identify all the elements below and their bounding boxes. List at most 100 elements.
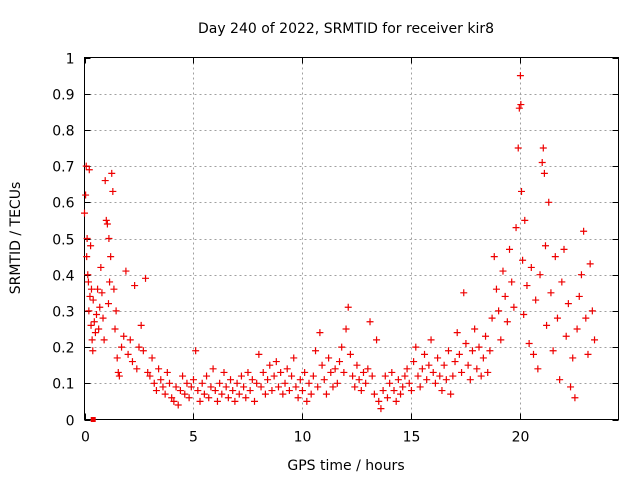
data-point (159, 383, 167, 391)
data-point (591, 336, 599, 344)
data-point (370, 390, 378, 398)
data-point (292, 383, 300, 391)
data-point (529, 350, 537, 358)
square-marker (90, 417, 96, 422)
data-point (205, 394, 213, 402)
data-point (257, 383, 265, 391)
data-point (288, 372, 296, 380)
data-point (227, 376, 235, 384)
data-point (520, 311, 528, 319)
y-tick-label: 0.2 (52, 341, 74, 357)
data-point (349, 372, 357, 380)
data-point (558, 278, 566, 286)
data-point (346, 350, 354, 358)
data-point (146, 372, 154, 380)
data-point (255, 350, 263, 358)
data-point (82, 191, 90, 199)
data-point (394, 376, 402, 384)
data-point (515, 104, 523, 112)
data-point (388, 368, 396, 376)
data-point (379, 387, 387, 395)
data-point (283, 365, 291, 373)
data-point (357, 387, 365, 395)
y-tick-label: 1 (66, 52, 75, 68)
data-point (155, 365, 163, 373)
data-point (229, 387, 237, 395)
data-point (107, 253, 115, 261)
data-point (203, 372, 211, 380)
data-point (336, 358, 344, 366)
data-point (532, 296, 540, 304)
data-point (556, 376, 564, 384)
data-point (85, 307, 93, 315)
data-point (403, 365, 411, 373)
data-point (521, 216, 529, 224)
data-point (397, 390, 405, 398)
data-point (458, 368, 466, 376)
data-point (547, 289, 555, 297)
data-point (386, 379, 394, 387)
data-point (517, 101, 525, 109)
grid-lines (84, 57, 619, 420)
data-point (471, 325, 479, 333)
data-point (87, 285, 95, 293)
data-point (97, 263, 105, 271)
data-point (144, 368, 152, 376)
data-point (418, 365, 426, 373)
axis-ticks: 00.10.20.30.40.50.60.70.80.910 5 10 15 20 (52, 52, 619, 446)
data-point (246, 387, 254, 395)
data-point (118, 343, 126, 351)
data-point (486, 347, 494, 355)
data-point (307, 390, 315, 398)
data-point (444, 347, 452, 355)
data-point (135, 343, 143, 351)
data-point (89, 296, 97, 304)
data-point (88, 336, 96, 344)
data-point (573, 325, 581, 333)
data-point (541, 242, 549, 250)
data-point (209, 365, 217, 373)
data-point (490, 253, 498, 261)
data-point (174, 401, 182, 409)
data-point (161, 390, 169, 398)
data-point (133, 365, 141, 373)
data-point (207, 383, 215, 391)
y-tick-label: 0.1 (52, 377, 74, 393)
data-point (272, 358, 280, 366)
data-point (87, 321, 95, 329)
data-point (392, 397, 400, 405)
data-point (92, 311, 100, 319)
data-point (98, 289, 106, 297)
data-point (506, 245, 514, 253)
data-point (416, 383, 424, 391)
data-point (482, 332, 490, 340)
data-point (157, 376, 165, 384)
data-point (562, 332, 570, 340)
data-point (331, 365, 339, 373)
data-point (290, 354, 298, 362)
data-point (211, 387, 219, 395)
data-point (322, 390, 330, 398)
data-point (222, 383, 230, 391)
data-point (305, 379, 313, 387)
x-axis-label: GPS time / hours (287, 458, 404, 474)
data-point (142, 274, 150, 282)
data-point (185, 394, 193, 402)
data-point (468, 347, 476, 355)
data-point (431, 379, 439, 387)
y-tick-label: 0.7 (52, 160, 74, 176)
data-point (575, 292, 583, 300)
data-point (366, 318, 374, 326)
data-point (85, 166, 93, 174)
data-point (569, 354, 577, 362)
x-tick-label: 10 (294, 430, 312, 446)
data-point (549, 347, 557, 355)
data-point (327, 368, 335, 376)
data-point (124, 350, 132, 358)
data-point (189, 376, 197, 384)
data-point (492, 285, 500, 293)
data-point (240, 383, 248, 391)
data-point (86, 292, 94, 300)
data-point (109, 187, 117, 195)
